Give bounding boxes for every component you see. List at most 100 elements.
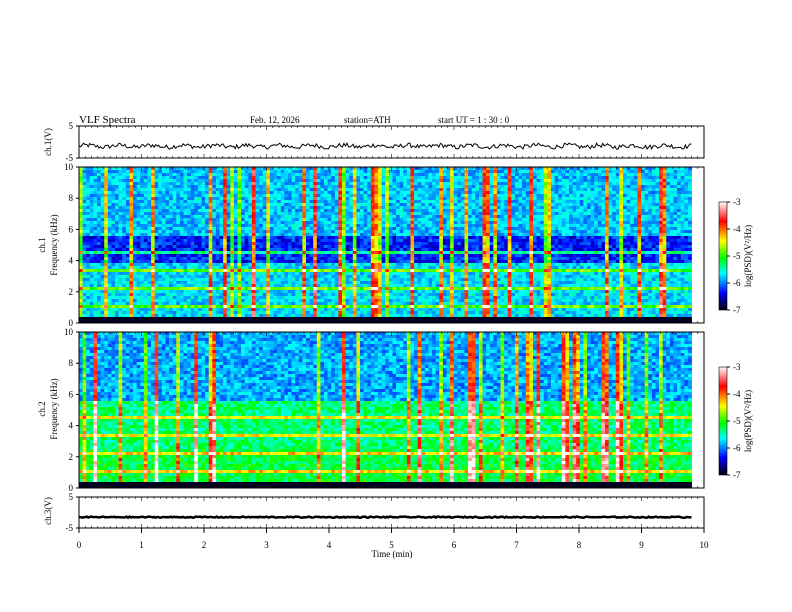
heatmap-cell [514,176,519,180]
heatmap-cell [680,197,685,201]
heatmap-cell [496,176,501,180]
heatmap-cell [511,194,516,198]
heatmap-cell [176,245,181,249]
heatmap-cell [558,182,563,186]
heatmap-cell [439,197,444,201]
heatmap-cell [273,245,278,249]
heatmap-cell [514,197,519,201]
heatmap-cell [133,251,138,255]
heatmap-cell [367,176,372,180]
heatmap-cell [554,185,559,189]
heatmap-cell [648,197,653,201]
heatmap-cell [226,215,231,219]
heatmap-cell [435,233,440,237]
heatmap-cell [334,182,339,186]
heatmap-cell [97,188,102,192]
heatmap-cell [370,197,375,201]
heatmap-cell [165,215,170,219]
heatmap-cell [302,203,307,207]
heatmap-cell [89,215,94,219]
heatmap-cell [554,233,559,237]
heatmap-cell [507,170,512,174]
heatmap-cell [428,206,433,210]
heatmap-cell [583,200,588,204]
heatmap-cell [107,224,112,228]
heatmap-cell [493,236,498,240]
heatmap-cell [187,197,192,201]
heatmap-cell [201,197,206,201]
heatmap-cell [583,248,588,252]
heatmap-cell [93,215,98,219]
heatmap-cell [529,203,534,207]
heatmap-cell [669,212,674,216]
heatmap-cell [496,236,501,240]
heatmap-cell [215,218,220,222]
heatmap-cell [269,206,274,210]
heatmap-cell [233,245,238,249]
heatmap-cell [237,188,242,192]
heatmap-cell [338,197,343,201]
heatmap-cell [309,182,314,186]
heatmap-cell [201,233,206,237]
heatmap-cell [363,179,368,183]
heatmap-cell [118,236,123,240]
heatmap-cell [273,227,278,231]
heatmap-cell [471,233,476,237]
heatmap-cell [374,248,379,252]
heatmap-cell [313,248,318,252]
heatmap-cell [269,212,274,216]
heatmap-cell [421,239,426,243]
heatmap-cell [295,194,300,198]
heatmap-cell [655,176,660,180]
heatmap-cell [529,209,534,213]
heatmap-cell [277,194,282,198]
heatmap-cell [305,194,310,198]
heatmap-cell [255,209,260,213]
heatmap-cell [511,212,516,216]
heatmap-cell [349,239,354,243]
heatmap-cell [511,248,516,252]
heatmap-cell [468,245,473,249]
heatmap-cell [360,233,365,237]
heatmap-cell [655,215,660,219]
heatmap-cell [277,212,282,216]
heatmap-cell [532,236,537,240]
heatmap-cell [309,191,314,195]
heatmap-cell [655,191,660,195]
heatmap-cell [349,227,354,231]
heatmap-cell [147,182,152,186]
heatmap-cell [169,215,174,219]
heatmap-cell [569,188,573,192]
heatmap-cell [161,251,166,255]
heatmap-cell [331,182,336,186]
heatmap-cell [471,215,476,219]
heatmap-cell [579,233,584,237]
heatmap-cell [446,194,451,198]
heatmap-cell [554,224,559,228]
heatmap-cell [540,191,545,195]
heatmap-cell [558,218,563,222]
heatmap-cell [684,236,689,240]
heatmap-cell [269,191,274,195]
heatmap-cell [259,245,264,249]
heatmap-cell [428,233,433,237]
heatmap-cell [363,197,368,201]
heatmap-cell [522,248,527,252]
heatmap-cell [500,191,505,195]
heatmap-cell [367,206,372,210]
heatmap-cell [507,221,512,225]
heatmap-cell [655,170,660,174]
heatmap-cell [244,218,249,222]
heatmap-cell [662,236,667,240]
heatmap-cell [197,182,202,186]
heatmap-cell [291,170,296,174]
heatmap-cell [666,233,671,237]
heatmap-cell [190,242,195,246]
heatmap-cell [316,245,321,249]
heatmap-cell [154,236,159,240]
heatmap-cell [532,212,537,216]
heatmap-cell [187,185,192,189]
heatmap-cell [269,245,274,249]
heatmap-cell [424,185,429,189]
heatmap-cell [532,200,537,204]
